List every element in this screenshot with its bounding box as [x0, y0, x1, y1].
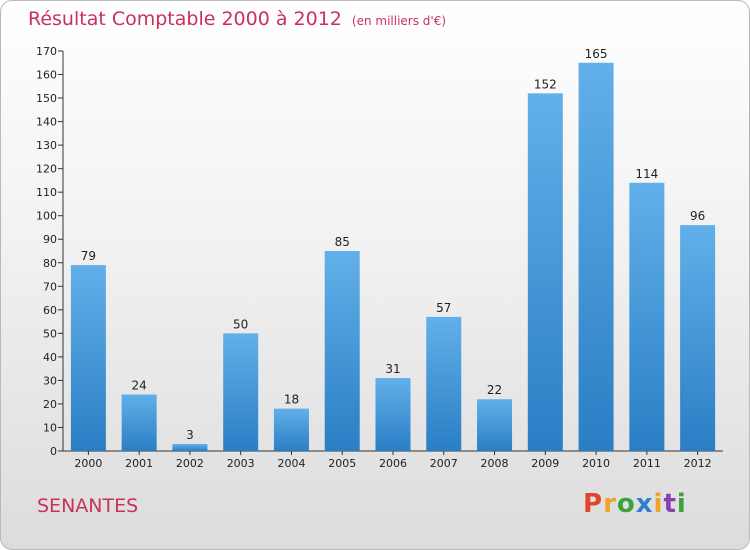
x-tick-label: 2003 [227, 457, 255, 470]
bar-value-label: 165 [585, 47, 608, 61]
y-tick-label: 150 [36, 92, 57, 105]
bar-value-label: 114 [635, 167, 658, 181]
bar [426, 316, 462, 451]
bar-value-label: 57 [436, 301, 451, 315]
bar [70, 265, 106, 451]
x-tick-label: 2012 [684, 457, 712, 470]
x-tick-label: 2005 [328, 457, 356, 470]
bar [223, 333, 259, 451]
y-tick-label: 30 [43, 374, 57, 387]
commune-name: SENANTES [37, 495, 139, 517]
x-tick-label: 2000 [74, 457, 102, 470]
x-tick-label: 2010 [582, 457, 610, 470]
bar [680, 225, 716, 451]
bar [477, 399, 513, 451]
bar-value-label: 24 [132, 379, 147, 393]
bar-value-label: 96 [690, 209, 705, 223]
y-tick-label: 170 [36, 45, 57, 58]
x-tick-label: 2011 [633, 457, 661, 470]
bar-value-label: 18 [284, 393, 299, 407]
y-tick-label: 120 [36, 163, 57, 176]
bar [324, 251, 360, 451]
y-tick-label: 20 [43, 398, 57, 411]
bar [578, 62, 614, 451]
bar [375, 378, 411, 451]
x-tick-label: 2002 [176, 457, 204, 470]
x-tick-label: 2009 [531, 457, 559, 470]
chart-title: Résultat Comptable 2000 à 2012 (en millie… [28, 8, 446, 30]
y-tick-label: 60 [43, 304, 57, 317]
y-tick-label: 10 [43, 421, 57, 434]
y-tick-label: 110 [36, 186, 57, 199]
x-tick-label: 2008 [481, 457, 509, 470]
bar-value-label: 152 [534, 77, 557, 91]
y-tick-label: 40 [43, 351, 57, 364]
y-tick-label: 0 [50, 445, 57, 458]
y-tick-label: 70 [43, 280, 57, 293]
bar-value-label: 3 [186, 428, 194, 442]
y-tick-label: 100 [36, 210, 57, 223]
bar-value-label: 79 [81, 249, 96, 263]
bar [629, 182, 665, 451]
bar-value-label: 50 [233, 317, 248, 331]
x-tick-label: 2007 [430, 457, 458, 470]
bar-value-label: 85 [335, 235, 350, 249]
bar-value-label: 31 [385, 362, 400, 376]
bar [527, 93, 563, 452]
bar [121, 394, 157, 451]
x-tick-label: 2004 [277, 457, 305, 470]
bar [273, 408, 309, 451]
proxiti-logo[interactable]: Proxiti [583, 489, 687, 519]
y-tick-label: 160 [36, 69, 57, 82]
chart-subtitle: (en milliers d'€) [351, 14, 447, 28]
y-tick-label: 50 [43, 327, 57, 340]
bar [172, 443, 208, 451]
chart-title-text: Résultat Comptable 2000 à 2012 [28, 8, 342, 30]
y-tick-label: 80 [43, 257, 57, 270]
y-tick-label: 130 [36, 139, 57, 152]
y-tick-label: 140 [36, 116, 57, 129]
x-tick-label: 2001 [125, 457, 153, 470]
x-tick-label: 2006 [379, 457, 407, 470]
y-tick-label: 90 [43, 233, 57, 246]
bar-value-label: 22 [487, 383, 502, 397]
